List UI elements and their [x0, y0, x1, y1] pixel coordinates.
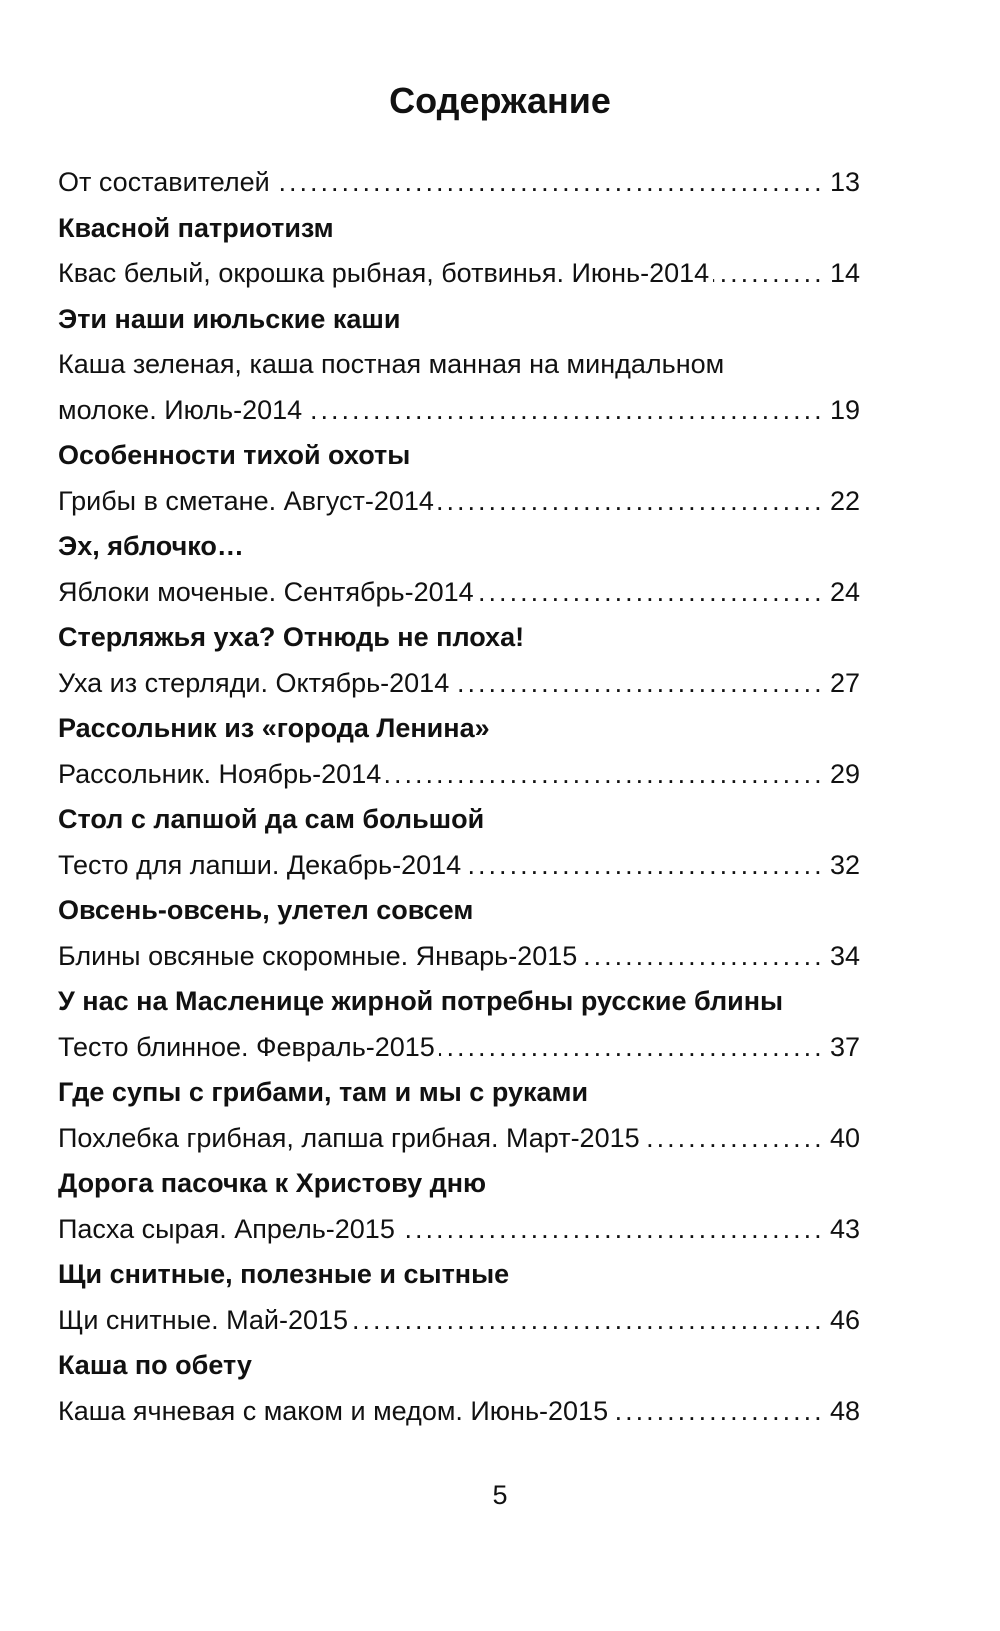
- section-heading: Щи снитные, полезные и сытные: [58, 1259, 510, 1289]
- entry-text: Грибы в сметане. Август-2014: [58, 485, 438, 516]
- entry-text: Каша ячневая с маком и медом. Июнь-2015: [58, 1395, 613, 1426]
- section-heading: Стол с лапшой да сам большой: [58, 804, 485, 834]
- page-number: 5: [492, 1480, 508, 1510]
- entry-page: 22: [823, 478, 860, 524]
- section-heading: Квасной патриотизм: [58, 212, 334, 243]
- entry-text: Квас белый, окрошка рыбная, ботвинья. Ию…: [58, 258, 714, 288]
- toc-entry: Блины овсяные скоромные. Январь-2015 34: [58, 933, 860, 979]
- entry-page: 13: [823, 160, 860, 206]
- entry-page: 27: [823, 660, 860, 706]
- toc-entry: Пасха сырая. Апрель-2015 43: [58, 1206, 860, 1252]
- entry-text: Тесто блинное. Февраль-2015: [58, 1031, 439, 1062]
- toc-entry: Рассольник. Ноябрь-2014 29: [58, 751, 860, 797]
- entry-page: 40: [823, 1115, 860, 1161]
- entry-page: 43: [823, 1206, 860, 1252]
- section-heading: Стерляжья уха? Отнюдь не плоха!: [58, 622, 525, 652]
- section-heading: Рассольник из «города Ленина»: [58, 713, 490, 743]
- toc-entry: Тесто для лапши. Декабрь-2014 32: [58, 842, 860, 888]
- entry-page: 19: [823, 387, 860, 433]
- section-heading: Овсень-овсень, улетел совсем: [58, 895, 474, 925]
- entry-page: 24: [823, 569, 860, 615]
- entry-text: Блины овсяные скоромные. Январь-2015: [58, 940, 582, 971]
- toc-title: Содержание: [389, 80, 611, 121]
- toc-entry: Квас белый, окрошка рыбная, ботвинья. Ию…: [58, 251, 860, 297]
- toc-entry: Яблоки моченые. Сентябрь-2014 24: [58, 569, 860, 615]
- toc-entry: Каша ячневая с маком и медом. Июнь-2015 4…: [58, 1388, 860, 1434]
- entry-page: 34: [823, 933, 860, 979]
- section-heading: Каша по обету: [58, 1350, 252, 1380]
- entry-text: Уха из стерляди. Октябрь-2014: [58, 667, 454, 698]
- section-heading: Где супы с грибами, там и мы с руками: [58, 1077, 589, 1107]
- entry-page: 29: [823, 751, 860, 797]
- section-heading: Эх, яблочко…: [58, 531, 244, 561]
- toc-entry: Похлебка грибная, лапша грибная. Март-20…: [58, 1115, 860, 1161]
- entry-text: От составителей: [58, 167, 274, 197]
- toc-entry: Тесто блинное. Февраль-2015 37: [58, 1024, 860, 1070]
- section-heading: Особенности тихой охоты: [58, 440, 411, 470]
- section-heading: Эти наши июльские каши: [58, 303, 401, 334]
- toc-entry: Грибы в сметане. Август-2014 22: [58, 478, 860, 524]
- toc: От составителей 13 Квасной патриотизм Квас …: [58, 160, 860, 1434]
- entry-page: 48: [823, 1388, 860, 1434]
- section-heading: Дорога пасочка к Христову дню: [58, 1168, 487, 1198]
- toc-entry: От составителей 13: [58, 160, 860, 206]
- entry-text: Щи снитные. Май-2015: [58, 1304, 353, 1335]
- entry-page: 46: [823, 1297, 860, 1343]
- toc-entry: Уха из стерляди. Октябрь-2014 27: [58, 660, 860, 706]
- section-heading: У нас на Масленице жирной потребны русск…: [58, 986, 784, 1016]
- entry-text: Яблоки моченые. Сентябрь-2014: [58, 576, 478, 607]
- entry-page: 14: [823, 251, 860, 297]
- toc-entry: Каша зеленая, каша постная манная на мин…: [58, 342, 860, 433]
- entry-text: Похлебка грибная, лапша грибная. Март-20…: [58, 1122, 644, 1153]
- entry-text: Пасха сырая. Апрель-2015: [58, 1213, 399, 1244]
- entry-text: Тесто для лапши. Декабрь-2014: [58, 849, 466, 880]
- toc-entry: Щи снитные. Май-2015 46: [58, 1297, 860, 1343]
- entry-page: 37: [823, 1024, 860, 1070]
- entry-text: Рассольник. Ноябрь-2014: [58, 758, 386, 789]
- entry-page: 32: [823, 842, 860, 888]
